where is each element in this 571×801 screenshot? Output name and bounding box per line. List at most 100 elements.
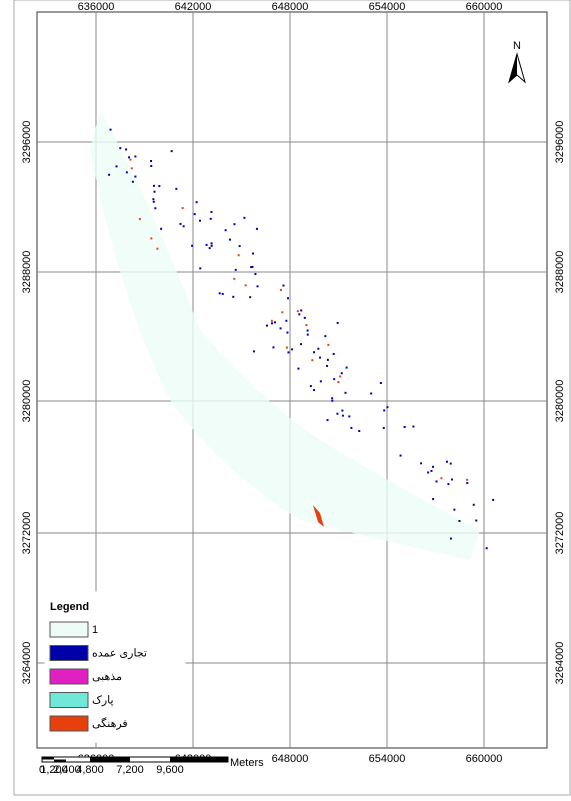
feature-commercial [345, 366, 348, 369]
feature-commercial [160, 227, 163, 230]
scale-unit: Meters [230, 757, 264, 769]
scale-label: 2,400 [53, 764, 81, 776]
scale-segment [54, 759, 66, 762]
y-grid-label: 3264000 [554, 642, 566, 685]
feature-commercial [291, 348, 294, 351]
y-grid-label: 3264000 [21, 642, 33, 685]
feature-commercial [445, 460, 448, 463]
feature-commercial [270, 322, 273, 325]
feature-commercial [431, 465, 434, 468]
feature-commercial [309, 385, 312, 388]
urban-area [90, 110, 480, 560]
feature-commercial [170, 150, 173, 153]
legend-swatch [49, 715, 89, 732]
feature-commercial [492, 498, 495, 501]
feature-commercial [179, 222, 182, 225]
feature-commercial [319, 356, 322, 359]
scale-label: 9,600 [156, 764, 184, 776]
feature-commercial [383, 409, 386, 412]
feature-commercial [254, 273, 257, 276]
feature-commercial [326, 358, 329, 361]
feature-commercial [341, 414, 344, 417]
feature-commercial [125, 171, 128, 174]
feature-commercial [286, 331, 289, 334]
legend-swatch [49, 621, 89, 638]
feature-commercial [466, 482, 469, 485]
x-grid-label: 642000 [175, 1, 212, 13]
feature-commercial [331, 399, 334, 402]
feature-commercial [350, 426, 353, 429]
feature-commercial [252, 252, 255, 255]
legend-swatch [49, 668, 89, 685]
feature-commercial [300, 343, 303, 346]
feature-commercial [209, 217, 212, 220]
feature-commercial [449, 462, 452, 465]
feature-commercial [272, 346, 275, 349]
feature-commercial [466, 478, 469, 481]
feature-commercial [475, 519, 478, 522]
feature-commercial [296, 310, 299, 313]
feature-commercial [218, 292, 221, 295]
feature-commercial [265, 324, 268, 327]
feature-commercial [253, 350, 256, 353]
legend-label: تجاری عمده [92, 648, 147, 660]
feature-commercial [250, 266, 253, 269]
north-arrow-fill [509, 54, 517, 82]
feature-commercial [251, 265, 254, 268]
feature-commercial [449, 537, 452, 540]
feature-commercial [249, 296, 252, 299]
feature-commercial [109, 128, 112, 131]
feature-commercial [453, 508, 456, 511]
feature-commercial [285, 319, 288, 322]
legend-title: Legend [50, 601, 89, 613]
feature-commercial [333, 378, 336, 381]
feature-commercial [152, 198, 155, 201]
scale-segment [90, 757, 130, 762]
feature-commercial [255, 227, 258, 230]
y-grid-label: 3296000 [554, 121, 566, 164]
feature-commercial [340, 372, 343, 375]
feature-commercial [305, 324, 308, 327]
feature-commercial [256, 285, 259, 288]
feature-commercial [297, 367, 300, 370]
y-grid-label: 3280000 [21, 380, 33, 423]
feature-commercial [108, 173, 111, 176]
scale-label: 4,800 [76, 764, 104, 776]
x-grid-label: 636000 [78, 1, 115, 13]
legend-label: پارک [92, 695, 114, 707]
feature-commercial [399, 454, 402, 457]
feature-commercial [382, 426, 385, 429]
feature-commercial [326, 364, 329, 367]
legend-label: مذهبی [92, 671, 122, 683]
feature-commercial [152, 200, 155, 203]
legend: Legend 1 تجاری عمده مذهبی پارک فرهنگی [44, 591, 186, 743]
feature-commercial [447, 483, 450, 486]
feature-commercial [232, 295, 235, 298]
feature-commercial [412, 425, 415, 428]
feature-commercial [336, 412, 339, 415]
feature-commercial [450, 478, 453, 481]
feature-commercial [386, 406, 389, 409]
feature-commercial [485, 547, 488, 550]
feature-commercial [306, 333, 309, 336]
feature-commercial [131, 180, 134, 183]
feature-commercial [379, 382, 382, 385]
feature-commercial [233, 223, 236, 226]
x-grid-label: 660000 [466, 753, 503, 765]
feature-commercial [370, 392, 373, 395]
feature-commercial [281, 311, 284, 314]
legend-label: فرهنگی [92, 717, 128, 730]
feature-commercial [119, 147, 122, 150]
feature-commercial [327, 343, 330, 346]
feature-commercial [303, 316, 306, 319]
feature-commercial [150, 160, 153, 163]
feature-commercial [150, 164, 153, 167]
feature-commercial [472, 503, 475, 506]
feature-commercial [198, 219, 201, 222]
feature-commercial [158, 185, 161, 188]
scale-label: 1,200 [40, 764, 68, 776]
feature-commercial [435, 480, 438, 483]
north-label: N [513, 40, 521, 52]
feature-commercial [130, 167, 133, 170]
